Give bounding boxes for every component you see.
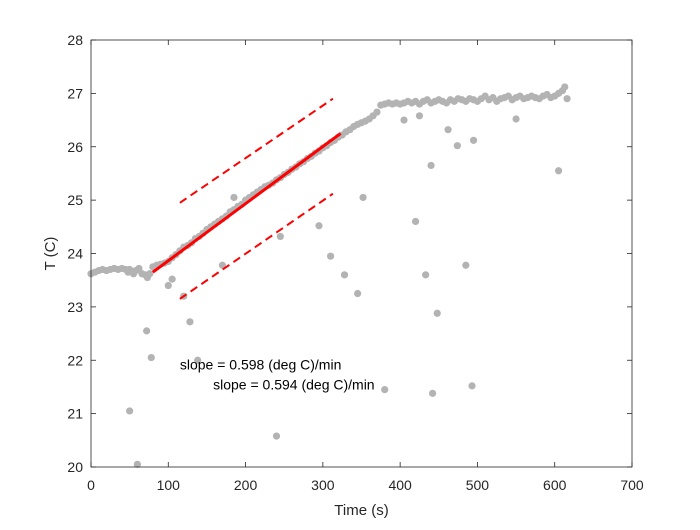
data-point	[135, 264, 143, 273]
y-axis: 20 21 22 23 24 25 26 27 28	[67, 32, 632, 475]
data-point	[412, 217, 420, 226]
x-axis-label: Time (s)	[334, 502, 388, 519]
data-point	[468, 382, 476, 390]
fit-line	[151, 132, 342, 274]
data-point	[340, 271, 349, 279]
data-point	[373, 108, 381, 116]
slope-annotation: slope = 0.594 (deg C)/min	[213, 376, 374, 392]
data-point	[444, 126, 452, 134]
plot-area	[91, 40, 632, 467]
x-tick-label: 500	[466, 477, 490, 493]
data-point	[276, 232, 284, 241]
x-tick-label: 300	[311, 477, 335, 493]
data-point	[218, 261, 226, 269]
x-tick-label: 0	[87, 477, 95, 493]
slope-annotation: slope = 0.598 (deg C)/min	[180, 357, 341, 373]
data-point	[422, 271, 430, 279]
data-point	[133, 460, 141, 468]
data-point	[415, 112, 424, 120]
data-point	[272, 432, 281, 440]
data-point	[400, 116, 408, 124]
y-tick-label: 23	[67, 299, 83, 315]
data-point	[433, 309, 441, 317]
data-point	[126, 407, 134, 415]
data-point	[561, 83, 569, 91]
data-point	[164, 281, 172, 290]
data-point	[381, 386, 389, 394]
data-point	[168, 275, 176, 283]
y-tick-label: 28	[67, 32, 83, 48]
data-point	[563, 95, 571, 103]
y-tick-label: 26	[67, 139, 83, 155]
upper-bound-line	[179, 97, 334, 204]
data-point	[554, 167, 563, 175]
data-point	[469, 136, 478, 144]
x-tick-label: 400	[388, 477, 412, 493]
y-tick-label: 25	[67, 192, 83, 208]
data-point	[147, 353, 155, 362]
series-layer	[87, 83, 571, 468]
lower-bound-line	[179, 192, 334, 300]
data-point	[429, 389, 437, 397]
data-point	[453, 142, 461, 150]
data-point	[326, 252, 335, 260]
x-tick-label: 100	[157, 477, 181, 493]
data-point	[359, 193, 367, 202]
y-axis-label: T (C)	[42, 237, 59, 271]
y-tick-label: 22	[67, 352, 83, 368]
x-tick-label: 200	[234, 477, 258, 493]
data-point	[186, 318, 194, 326]
data-point	[512, 115, 520, 123]
annotation-layer: slope = 0.598 (deg C)/min slope = 0.594 (…	[180, 357, 375, 393]
data-point	[146, 270, 154, 278]
data-point	[462, 261, 470, 269]
data-point	[427, 161, 435, 170]
x-tick-label: 700	[620, 477, 644, 493]
y-tick-label: 21	[67, 406, 83, 422]
data-point	[230, 193, 238, 202]
x-axis: 0 100 200 300 400 500 600 700	[87, 40, 644, 493]
x-tick-label: 600	[543, 477, 567, 493]
y-tick-label: 24	[67, 246, 83, 262]
data-point	[194, 356, 202, 364]
data-point	[315, 222, 323, 230]
data-point	[143, 327, 151, 335]
y-tick-label: 27	[67, 85, 83, 101]
data-point	[354, 289, 362, 298]
y-tick-label: 20	[67, 459, 83, 475]
